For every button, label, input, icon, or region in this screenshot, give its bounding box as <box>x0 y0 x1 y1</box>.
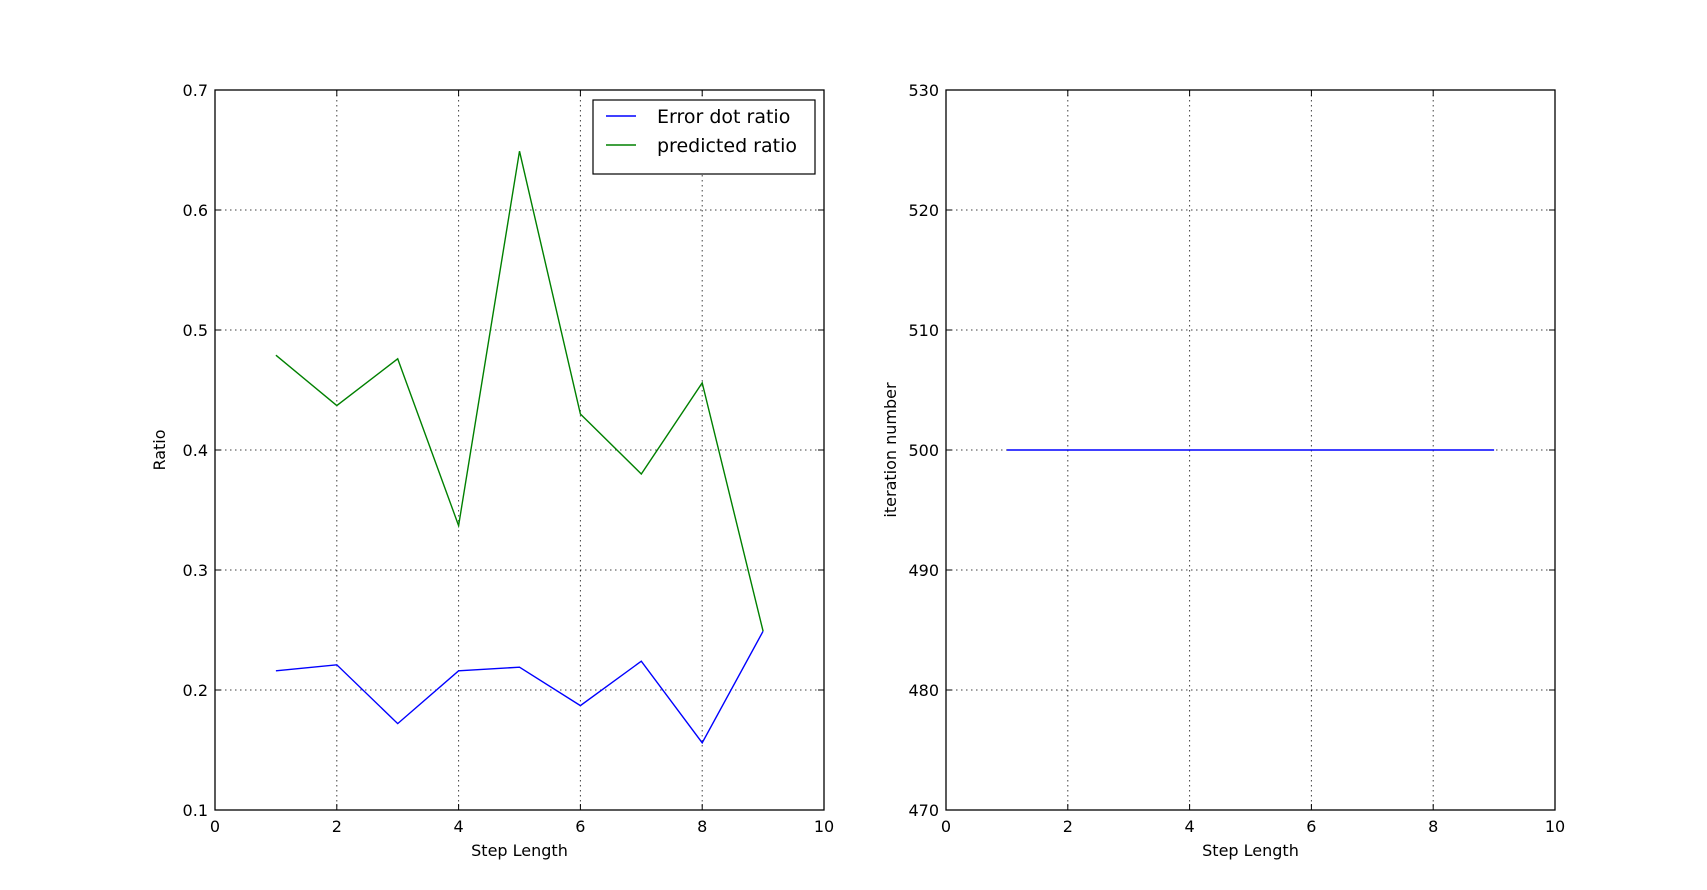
x-tick-label: 8 <box>697 817 707 836</box>
series-line-error-dot-ratio <box>275 630 764 745</box>
x-tick-label: 6 <box>575 817 585 836</box>
y-tick-label: 490 <box>908 561 939 580</box>
y-tick-label: 530 <box>908 81 939 100</box>
y-tick-label: 0.4 <box>183 441 208 460</box>
charts: 0 2 4 6 8 10 0.1 0.2 0.3 0.4 0.5 0.6 0.7 Step Length R… <box>150 81 1565 860</box>
x-tick-label: 0 <box>210 817 220 836</box>
y-tick-label: 0.1 <box>183 801 208 820</box>
x-tick-label: 2 <box>1063 817 1073 836</box>
y-axis-label: Ratio <box>150 429 169 470</box>
y-tick-label: 480 <box>908 681 939 700</box>
y-tick-label: 0.3 <box>183 561 208 580</box>
y-tick-label: 510 <box>908 321 939 340</box>
x-tick-label: 10 <box>814 817 834 836</box>
x-tick-label: 8 <box>1428 817 1438 836</box>
y-axis-label: iteration number <box>881 382 900 518</box>
chart-1: 0 2 4 6 8 10 0.1 0.2 0.3 0.4 0.5 0.6 0.7 Step Length R… <box>150 81 834 860</box>
y-tick-label: 500 <box>908 441 939 460</box>
legend-entry-label: Error dot ratio <box>657 106 790 128</box>
x-tick-label: 4 <box>454 817 464 836</box>
x-tick-label: 6 <box>1306 817 1316 836</box>
y-tick-label: 0.6 <box>183 201 208 220</box>
x-axis-label: Step Length <box>471 841 568 860</box>
legend-box <box>592 99 816 175</box>
legend: Error dot ratio predicted ratio <box>592 99 816 175</box>
x-tick-label: 0 <box>941 817 951 836</box>
x-tick-label: 10 <box>1545 817 1565 836</box>
y-tick-label: 0.7 <box>183 81 208 100</box>
y-tick-label: 470 <box>908 801 939 820</box>
x-tick-label: 2 <box>332 817 342 836</box>
x-axis-label: Step Length <box>1202 841 1299 860</box>
y-tick-label: 0.5 <box>183 321 208 340</box>
y-tick-label: 0.2 <box>183 681 208 700</box>
legend-entry-label: predicted ratio <box>657 135 797 157</box>
chart-2: 0 2 4 6 8 10 470 480 490 500 510 520 530 Step Length i… <box>881 81 1565 860</box>
x-tick-label: 4 <box>1185 817 1195 836</box>
y-tick-label: 520 <box>908 201 939 220</box>
series-line-predicted-ratio <box>275 151 764 632</box>
